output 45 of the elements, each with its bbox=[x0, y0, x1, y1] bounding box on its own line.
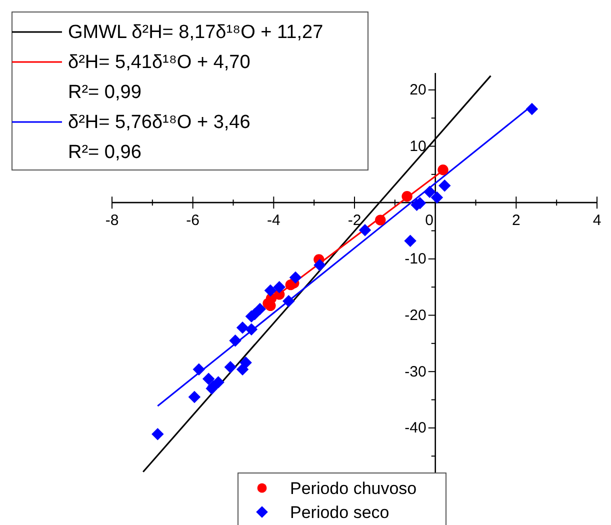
point bbox=[273, 280, 286, 294]
legend-label: Periodo chuvoso bbox=[290, 479, 417, 498]
legend-label: δ²H= 5,76δ¹⁸O + 3,46 bbox=[68, 112, 250, 133]
point bbox=[314, 258, 326, 272]
point bbox=[236, 322, 249, 334]
point bbox=[430, 191, 444, 204]
y-tick-label: -40 bbox=[404, 420, 426, 437]
point bbox=[289, 271, 302, 284]
point bbox=[245, 323, 258, 336]
point bbox=[285, 279, 296, 290]
x-tick-label: 4 bbox=[592, 212, 602, 230]
point bbox=[358, 224, 372, 236]
point bbox=[202, 372, 215, 386]
point bbox=[212, 376, 224, 388]
y-tick-label: -30 bbox=[404, 363, 426, 380]
x-tick-label: 2 bbox=[512, 212, 520, 230]
y-tick-label: -20 bbox=[404, 307, 426, 324]
legend-label: Periodo seco bbox=[290, 503, 390, 522]
legend-label: δ²H= 5,41δ¹⁸O + 4,70 bbox=[68, 52, 250, 73]
point bbox=[424, 186, 436, 198]
point bbox=[224, 360, 237, 374]
point bbox=[404, 234, 416, 248]
point bbox=[188, 390, 201, 404]
point bbox=[229, 334, 242, 347]
x-tick-label: 0 bbox=[425, 212, 434, 230]
legend-label: GMWL δ²H= 8,17δ¹⁸O + 11,27 bbox=[68, 22, 324, 43]
y-tick-label: -10 bbox=[404, 250, 426, 268]
point bbox=[438, 164, 448, 176]
point bbox=[402, 191, 412, 202]
x-tick-label: -8 bbox=[105, 212, 119, 230]
point bbox=[526, 102, 538, 116]
point bbox=[152, 428, 164, 440]
y-tick-label: 10 bbox=[410, 138, 426, 156]
point bbox=[375, 214, 386, 226]
x-tick-label: -2 bbox=[348, 212, 362, 230]
point bbox=[192, 363, 206, 376]
annotation: R²= 0,96 bbox=[68, 142, 142, 163]
point bbox=[264, 284, 277, 297]
x-tick-label: -6 bbox=[186, 212, 200, 230]
point bbox=[282, 295, 295, 308]
annotation: R²= 0,99 bbox=[68, 82, 142, 103]
point bbox=[236, 363, 249, 376]
point bbox=[438, 180, 451, 192]
x-tick-label: -4 bbox=[266, 212, 280, 230]
y-tick-label: 20 bbox=[410, 82, 426, 99]
